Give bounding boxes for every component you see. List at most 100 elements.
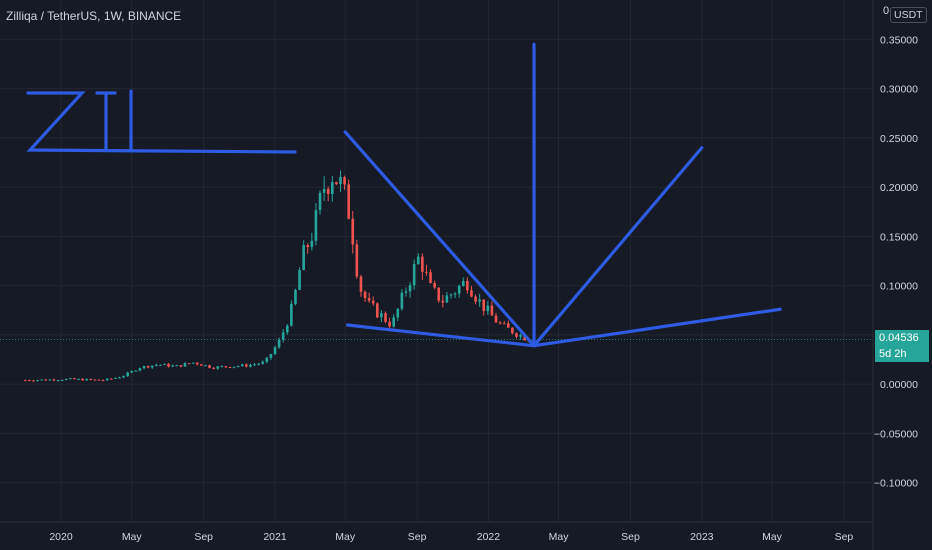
candle-body: [359, 276, 363, 292]
candle-body: [109, 378, 113, 380]
zil-letter-z: [26, 91, 297, 154]
symbol-title: Zilliqa / TetherUS, 1W, BINANCE: [6, 9, 182, 23]
candle-body: [322, 188, 326, 193]
x-tick-label: 2022: [477, 531, 501, 543]
candle-body: [347, 184, 350, 219]
candle-body: [306, 245, 310, 248]
candle-body: [429, 272, 432, 283]
candle-body: [77, 378, 80, 380]
candle-body: [93, 379, 97, 381]
trendline: [345, 323, 536, 348]
candle-body: [44, 379, 48, 381]
candle-body: [314, 210, 318, 241]
candle-body: [310, 240, 314, 248]
candle-body: [134, 370, 138, 372]
candle-body: [32, 380, 35, 382]
y-tick-label: 0.10000: [880, 281, 918, 293]
candle-body: [118, 377, 121, 379]
candle-body: [457, 285, 461, 294]
x-tick-label: Sep: [835, 531, 854, 543]
currency-badge[interactable]: USDT: [890, 7, 927, 23]
candle-body: [171, 365, 174, 367]
time-axis[interactable]: 2020 May Sep 2021 May Sep 2022 May Sep 2023 May Sep: [49, 531, 853, 543]
candle-body: [69, 378, 72, 380]
candle-body: [236, 366, 240, 368]
x-tick-label: 2023: [690, 531, 714, 543]
zil-drawing: [26, 89, 297, 154]
candle-body: [265, 357, 269, 362]
candle-body: [130, 370, 134, 373]
candle-body: [523, 335, 526, 341]
x-tick-label: Sep: [621, 531, 640, 543]
candle-body: [486, 305, 490, 312]
candle-body: [388, 321, 391, 327]
candle-body: [40, 379, 44, 381]
y-tick-label: 0.20000: [880, 182, 918, 194]
user-drawings: [26, 42, 782, 348]
candle-body: [318, 192, 322, 211]
candle-body: [97, 379, 101, 381]
candle-body: [461, 280, 465, 286]
candle-body: [482, 299, 486, 312]
candle-body: [228, 367, 232, 369]
candle-body: [273, 347, 277, 355]
candle-body: [433, 282, 436, 288]
candle-body: [285, 325, 289, 333]
candle-body: [466, 280, 469, 291]
candle-body: [159, 364, 162, 366]
candle-body: [48, 379, 52, 381]
candle-body: [453, 293, 457, 295]
candle-body: [220, 366, 224, 368]
x-tick-label: Sep: [408, 531, 427, 543]
candle-body: [425, 271, 428, 273]
candle-body: [519, 335, 522, 337]
candle-body: [138, 368, 142, 371]
candle-body: [294, 289, 297, 304]
candle-body: [302, 245, 305, 270]
candle-body: [339, 177, 342, 185]
price-axis-top-label: 0: [883, 5, 890, 17]
trendline: [343, 130, 536, 348]
candle-body: [351, 218, 355, 245]
candle-body: [445, 295, 449, 303]
candle-body: [449, 294, 453, 296]
candle-body: [416, 256, 420, 265]
candle-body: [253, 364, 256, 366]
bar-countdown-tag: 5d 2h: [875, 346, 929, 362]
candle-body: [515, 333, 518, 337]
candle-body: [114, 377, 117, 379]
candle-body: [421, 256, 424, 272]
trendline: [532, 307, 782, 348]
candle-body: [261, 361, 265, 364]
candle-body: [343, 177, 346, 185]
candle-body: [89, 378, 93, 380]
candle-body: [331, 182, 334, 194]
y-tick-label: −0.10000: [874, 478, 918, 490]
candle-body: [511, 327, 514, 334]
candle-body: [506, 323, 510, 328]
candle-body: [245, 364, 248, 367]
candle-body: [355, 244, 359, 277]
candle-body: [101, 380, 105, 382]
candle-body: [269, 354, 273, 358]
candle-body: [400, 292, 404, 309]
candle-body: [146, 366, 150, 368]
candle-body: [52, 379, 56, 381]
candle-body: [163, 363, 166, 365]
x-tick-label: May: [335, 531, 356, 543]
candle-body: [490, 305, 494, 316]
candle-body: [64, 378, 68, 380]
y-tick-label: 0.25000: [880, 133, 918, 145]
candle-body: [183, 363, 187, 367]
candle-body: [384, 313, 387, 322]
y-tick-label: −0.05000: [874, 428, 918, 440]
candle-body: [478, 299, 481, 302]
candle-body: [326, 188, 330, 194]
candle-body: [105, 378, 109, 381]
candle-body: [142, 366, 146, 369]
price-axis[interactable]: 0.35000 0.30000 0.25000 0.20000 0.15000 0.100…: [874, 34, 918, 489]
candle-body: [474, 296, 477, 302]
candle-body: [290, 303, 293, 326]
candle-body: [204, 365, 207, 367]
